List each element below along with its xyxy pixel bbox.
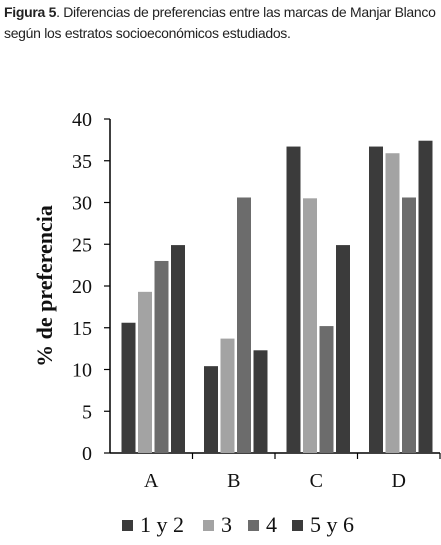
bar [253,350,268,453]
legend-label: 3 [221,512,232,537]
bar [154,260,169,453]
bar [286,146,301,453]
bar [418,140,433,453]
y-tick-label: 0 [82,443,92,465]
y-tick-label: 40 [72,109,92,131]
y-tick-label: 20 [72,276,92,298]
x-tick-label: A [144,470,159,492]
x-tick-label: D [392,470,406,492]
legend-swatch [122,520,133,531]
legend-swatch [292,520,303,531]
bar [237,197,251,453]
y-axis-label: % de preferencia [32,205,57,367]
bar [204,366,218,453]
x-tick-label: C [310,470,323,492]
y-tick-label: 25 [72,234,92,256]
x-tick-label: B [227,470,240,492]
y-tick-label: 30 [72,193,92,215]
bar [385,153,400,454]
legend-swatch [203,520,214,531]
bar [319,326,334,453]
y-tick-label: 35 [72,151,92,173]
bar [138,291,152,453]
bar [369,146,383,453]
bar [303,198,317,453]
legend-swatch [248,520,259,531]
bar [171,245,185,453]
bar [220,338,235,453]
figure-caption: Figura 5. Diferencias de preferencias en… [4,2,440,44]
legend-label: 4 [266,512,277,537]
figure-caption-text: . Diferencias de preferencias entre las … [4,4,436,41]
figure-label: Figura 5 [4,4,57,20]
bar [402,197,416,453]
y-tick-label: 15 [72,318,92,340]
legend-label: 5 y 6 [310,512,354,537]
legend-label: 1 y 2 [140,512,184,537]
bar [336,245,350,453]
bar [121,322,136,453]
y-tick-label: 10 [72,360,92,382]
y-tick-label: 5 [82,401,92,423]
